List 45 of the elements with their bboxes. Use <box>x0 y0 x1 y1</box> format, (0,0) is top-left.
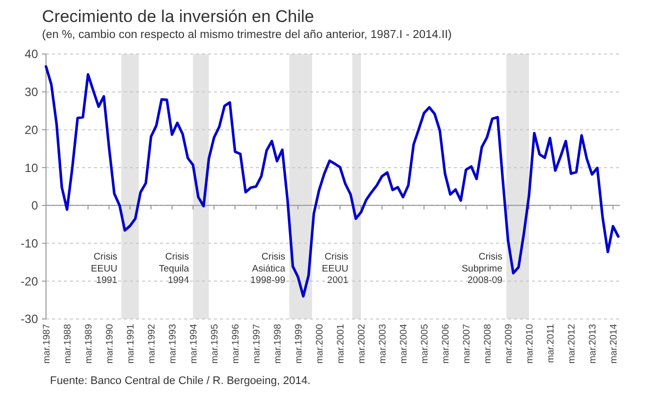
x-tick-label: mar.2003 <box>377 324 388 364</box>
band-label: Crisis EEUU 2001 <box>322 251 349 286</box>
y-tick-label: -30 <box>20 312 38 326</box>
x-tick-label: mar.2005 <box>419 324 430 364</box>
band-label: Crisis EEUU 1991 <box>90 251 118 286</box>
x-tick-label: mar.1990 <box>104 324 116 364</box>
line-series <box>44 65 620 298</box>
x-tick-label: mar.1999 <box>293 324 304 364</box>
x-tick-label: mar.1997 <box>251 324 262 364</box>
source-note: Fuente: Banco Central de Chile / R. Bergoeing, 2014. <box>50 375 310 387</box>
x-tick-label: mar.1992 <box>146 324 158 364</box>
chart-title: Crecimiento de la inversión en Chile <box>42 7 314 26</box>
band-label: Crisis Asiática 1998-99 <box>250 251 286 286</box>
x-tick-label: mar.1994 <box>188 324 200 364</box>
y-tick-label: 40 <box>24 47 38 62</box>
x-tick-label: mar.2010 <box>524 324 536 364</box>
x-tick-label: mar.2002 <box>356 324 368 364</box>
y-tick-label: 30 <box>24 85 38 100</box>
x-tick-label: mar.2000 <box>314 324 326 364</box>
x-tick-label: mar.2014 <box>608 324 620 364</box>
x-tick-label: mar.2006 <box>440 324 452 364</box>
y-tick-label: 0 <box>31 198 38 213</box>
x-tick-label: mar.2001 <box>335 324 346 364</box>
x-tick-label: mar.2009 <box>503 324 514 364</box>
x-tick-label: mar.1988 <box>62 324 74 364</box>
x-tick-label: mar.2008 <box>482 324 494 364</box>
x-tick-label: mar.2007 <box>461 324 472 364</box>
x-tick-label: mar.1989 <box>83 324 94 364</box>
band-label: Crisis Tequila 1994 <box>158 251 190 286</box>
x-tick-label: mar.1995 <box>209 324 220 364</box>
x-tick-label: mar.2011 <box>545 324 556 363</box>
band-label: Crisis Subprime 2008-09 <box>462 251 503 286</box>
x-tick-label: mar.2012 <box>566 324 578 364</box>
x-tick-label: mar.1993 <box>167 324 178 364</box>
x-tick-label: mar.1987 <box>41 324 52 364</box>
y-tick-label: -20 <box>20 274 38 288</box>
y-tick-label: -10 <box>20 236 38 250</box>
x-tick-label: mar.2013 <box>587 324 598 364</box>
x-tick-label: mar.2004 <box>398 324 410 364</box>
chart-subtitle: (en %, cambio con respecto al mismo trimestre del año anterior, 1987.I - 2014.II) <box>42 29 452 41</box>
x-tick-label: mar.1996 <box>230 324 242 364</box>
x-tick-label: mar.1998 <box>272 324 284 364</box>
y-tick-label: 20 <box>24 122 38 137</box>
x-tick-label: mar.1991 <box>125 324 136 364</box>
y-tick-label: 10 <box>24 160 38 175</box>
